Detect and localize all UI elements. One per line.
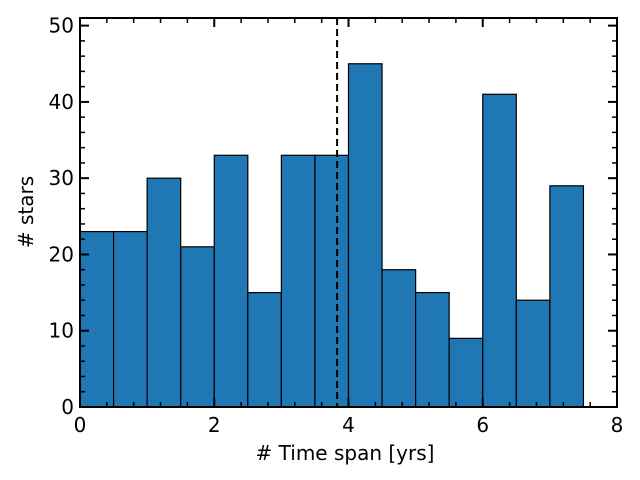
y-tick-label: 20	[49, 242, 74, 266]
histogram-bar-4	[213, 154, 249, 408]
histogram-bar-5	[247, 291, 282, 408]
plot-frame	[79, 17, 618, 408]
histogram-bar-6	[280, 154, 316, 408]
histogram-bar-11	[448, 337, 484, 408]
x-tick-label: 6	[476, 413, 489, 437]
histogram-bar-7	[314, 154, 350, 408]
histogram-bar-13	[515, 299, 551, 408]
y-tick-label: 30	[49, 166, 74, 190]
tick-labels-group: 0 2 4 6 8 0 10 20 30 40 50	[49, 14, 624, 437]
x-tick-label: 8	[611, 413, 624, 437]
histogram-bar-2	[146, 177, 182, 408]
y-tick-label: 10	[49, 319, 74, 343]
y-tick-label: 40	[49, 90, 74, 114]
histogram-bar-1	[112, 230, 148, 408]
histogram-bar-9	[381, 269, 417, 408]
x-axis-label: # Time span [yrs]	[256, 441, 435, 465]
x-tick-label: 2	[208, 413, 221, 437]
histogram-bar-12	[482, 93, 517, 408]
x-tick-label: 4	[342, 413, 355, 437]
bars-group	[79, 63, 585, 408]
histogram-bar-0	[79, 230, 115, 408]
histogram-bar-3	[180, 246, 215, 408]
y-tick-label: 50	[49, 14, 74, 38]
y-tick-label: 0	[61, 395, 74, 419]
histogram-bar-10	[415, 291, 450, 408]
histogram-bar-8	[347, 63, 383, 408]
histogram-bar-14	[549, 185, 585, 408]
y-axis-label: # stars	[14, 176, 38, 248]
x-tick-label: 0	[74, 413, 87, 437]
